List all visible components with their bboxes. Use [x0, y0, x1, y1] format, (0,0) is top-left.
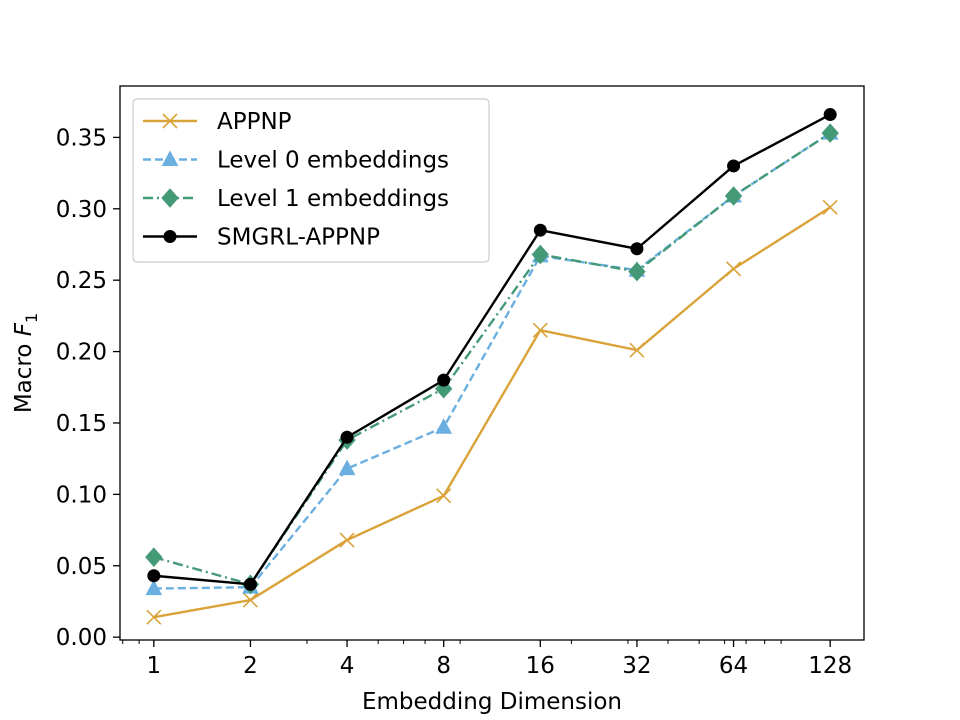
- data-point: [243, 577, 257, 591]
- legend-items: APPNP Level 0 embeddings Level 1 embedding…: [143, 109, 449, 251]
- data-point: [435, 418, 453, 434]
- x-tick-label: 1: [146, 653, 161, 679]
- series-smgrl-appnp: [147, 108, 837, 591]
- data-point: [724, 186, 743, 206]
- series-appnp: [146, 199, 838, 625]
- y-tick-label: 0.15: [56, 411, 107, 437]
- legend-marker: [162, 113, 178, 129]
- data-point: [339, 532, 355, 548]
- y-tick-label: 0.25: [56, 268, 107, 294]
- data-point: [531, 244, 549, 265]
- data-point: [146, 609, 162, 625]
- legend: APPNP Level 0 embeddings Level 1 embedding…: [132, 98, 490, 263]
- data-point: [628, 261, 646, 282]
- y-axis-label-subscript: 1: [22, 313, 41, 323]
- x-tick-label: 16: [526, 653, 555, 679]
- series-line: [153, 206, 831, 619]
- data-point: [823, 108, 837, 122]
- data-point: [821, 123, 839, 143]
- data-point: [532, 322, 548, 338]
- y-tick-label: 0.30: [56, 197, 107, 223]
- y-tick-label: 0.20: [56, 340, 107, 366]
- plot-area: [119, 85, 865, 641]
- series-layer: [145, 108, 839, 625]
- legend-item: Level 0 embeddings: [143, 148, 449, 174]
- x-tick-label: 8: [436, 653, 451, 679]
- y-axis-label-math: F: [11, 322, 37, 336]
- x-tick-label: 4: [340, 653, 355, 679]
- data-point: [340, 430, 354, 444]
- y-tick-label: 0.00: [56, 625, 107, 651]
- data-point: [727, 159, 741, 173]
- data-point: [147, 569, 161, 583]
- data-point: [629, 342, 645, 358]
- x-tick-label: 128: [808, 653, 852, 679]
- x-axis-label: Embedding Dimension: [362, 689, 622, 715]
- legend-label: Level 1 embeddings: [217, 186, 449, 212]
- legend-marker: [163, 230, 177, 243]
- legend-marker: [161, 188, 179, 208]
- data-point: [145, 579, 163, 596]
- legend-box: [132, 98, 490, 263]
- data-point: [725, 261, 742, 277]
- y-axis-label-main: Macro: [11, 336, 37, 413]
- y-tick-label: 0.05: [56, 554, 107, 580]
- data-point: [437, 373, 451, 387]
- x-axis: 1 2 4 8 16 32 64 128: [122, 640, 852, 679]
- data-point: [630, 242, 644, 256]
- axes-frame: [119, 85, 865, 641]
- data-point: [436, 488, 452, 504]
- x-tick-label: 2: [243, 653, 258, 679]
- x-tick-label: 64: [719, 653, 748, 679]
- data-point: [338, 459, 356, 476]
- legend-label: Level 0 embeddings: [217, 148, 449, 174]
- y-axis: 0.00 0.05 0.10 0.15 0.20 0.25 0.30 0.35: [56, 125, 120, 651]
- x-tick-label: 32: [622, 653, 651, 679]
- series-line: [153, 113, 831, 586]
- legend-marker: [161, 150, 179, 166]
- data-point: [822, 199, 838, 215]
- legend-label: APPNP: [217, 109, 292, 135]
- y-tick-label: 0.10: [56, 482, 107, 508]
- data-point: [242, 592, 259, 608]
- legend-item: Level 1 embeddings: [143, 186, 449, 212]
- legend-item: SMGRL-APPNP: [143, 225, 380, 251]
- data-point: [533, 223, 547, 237]
- y-axis-label: Macro F1: [11, 313, 41, 413]
- legend-label: SMGRL-APPNP: [217, 225, 380, 251]
- data-point: [145, 547, 163, 567]
- y-tick-label: 0.35: [56, 125, 107, 151]
- legend-item: APPNP: [143, 109, 292, 135]
